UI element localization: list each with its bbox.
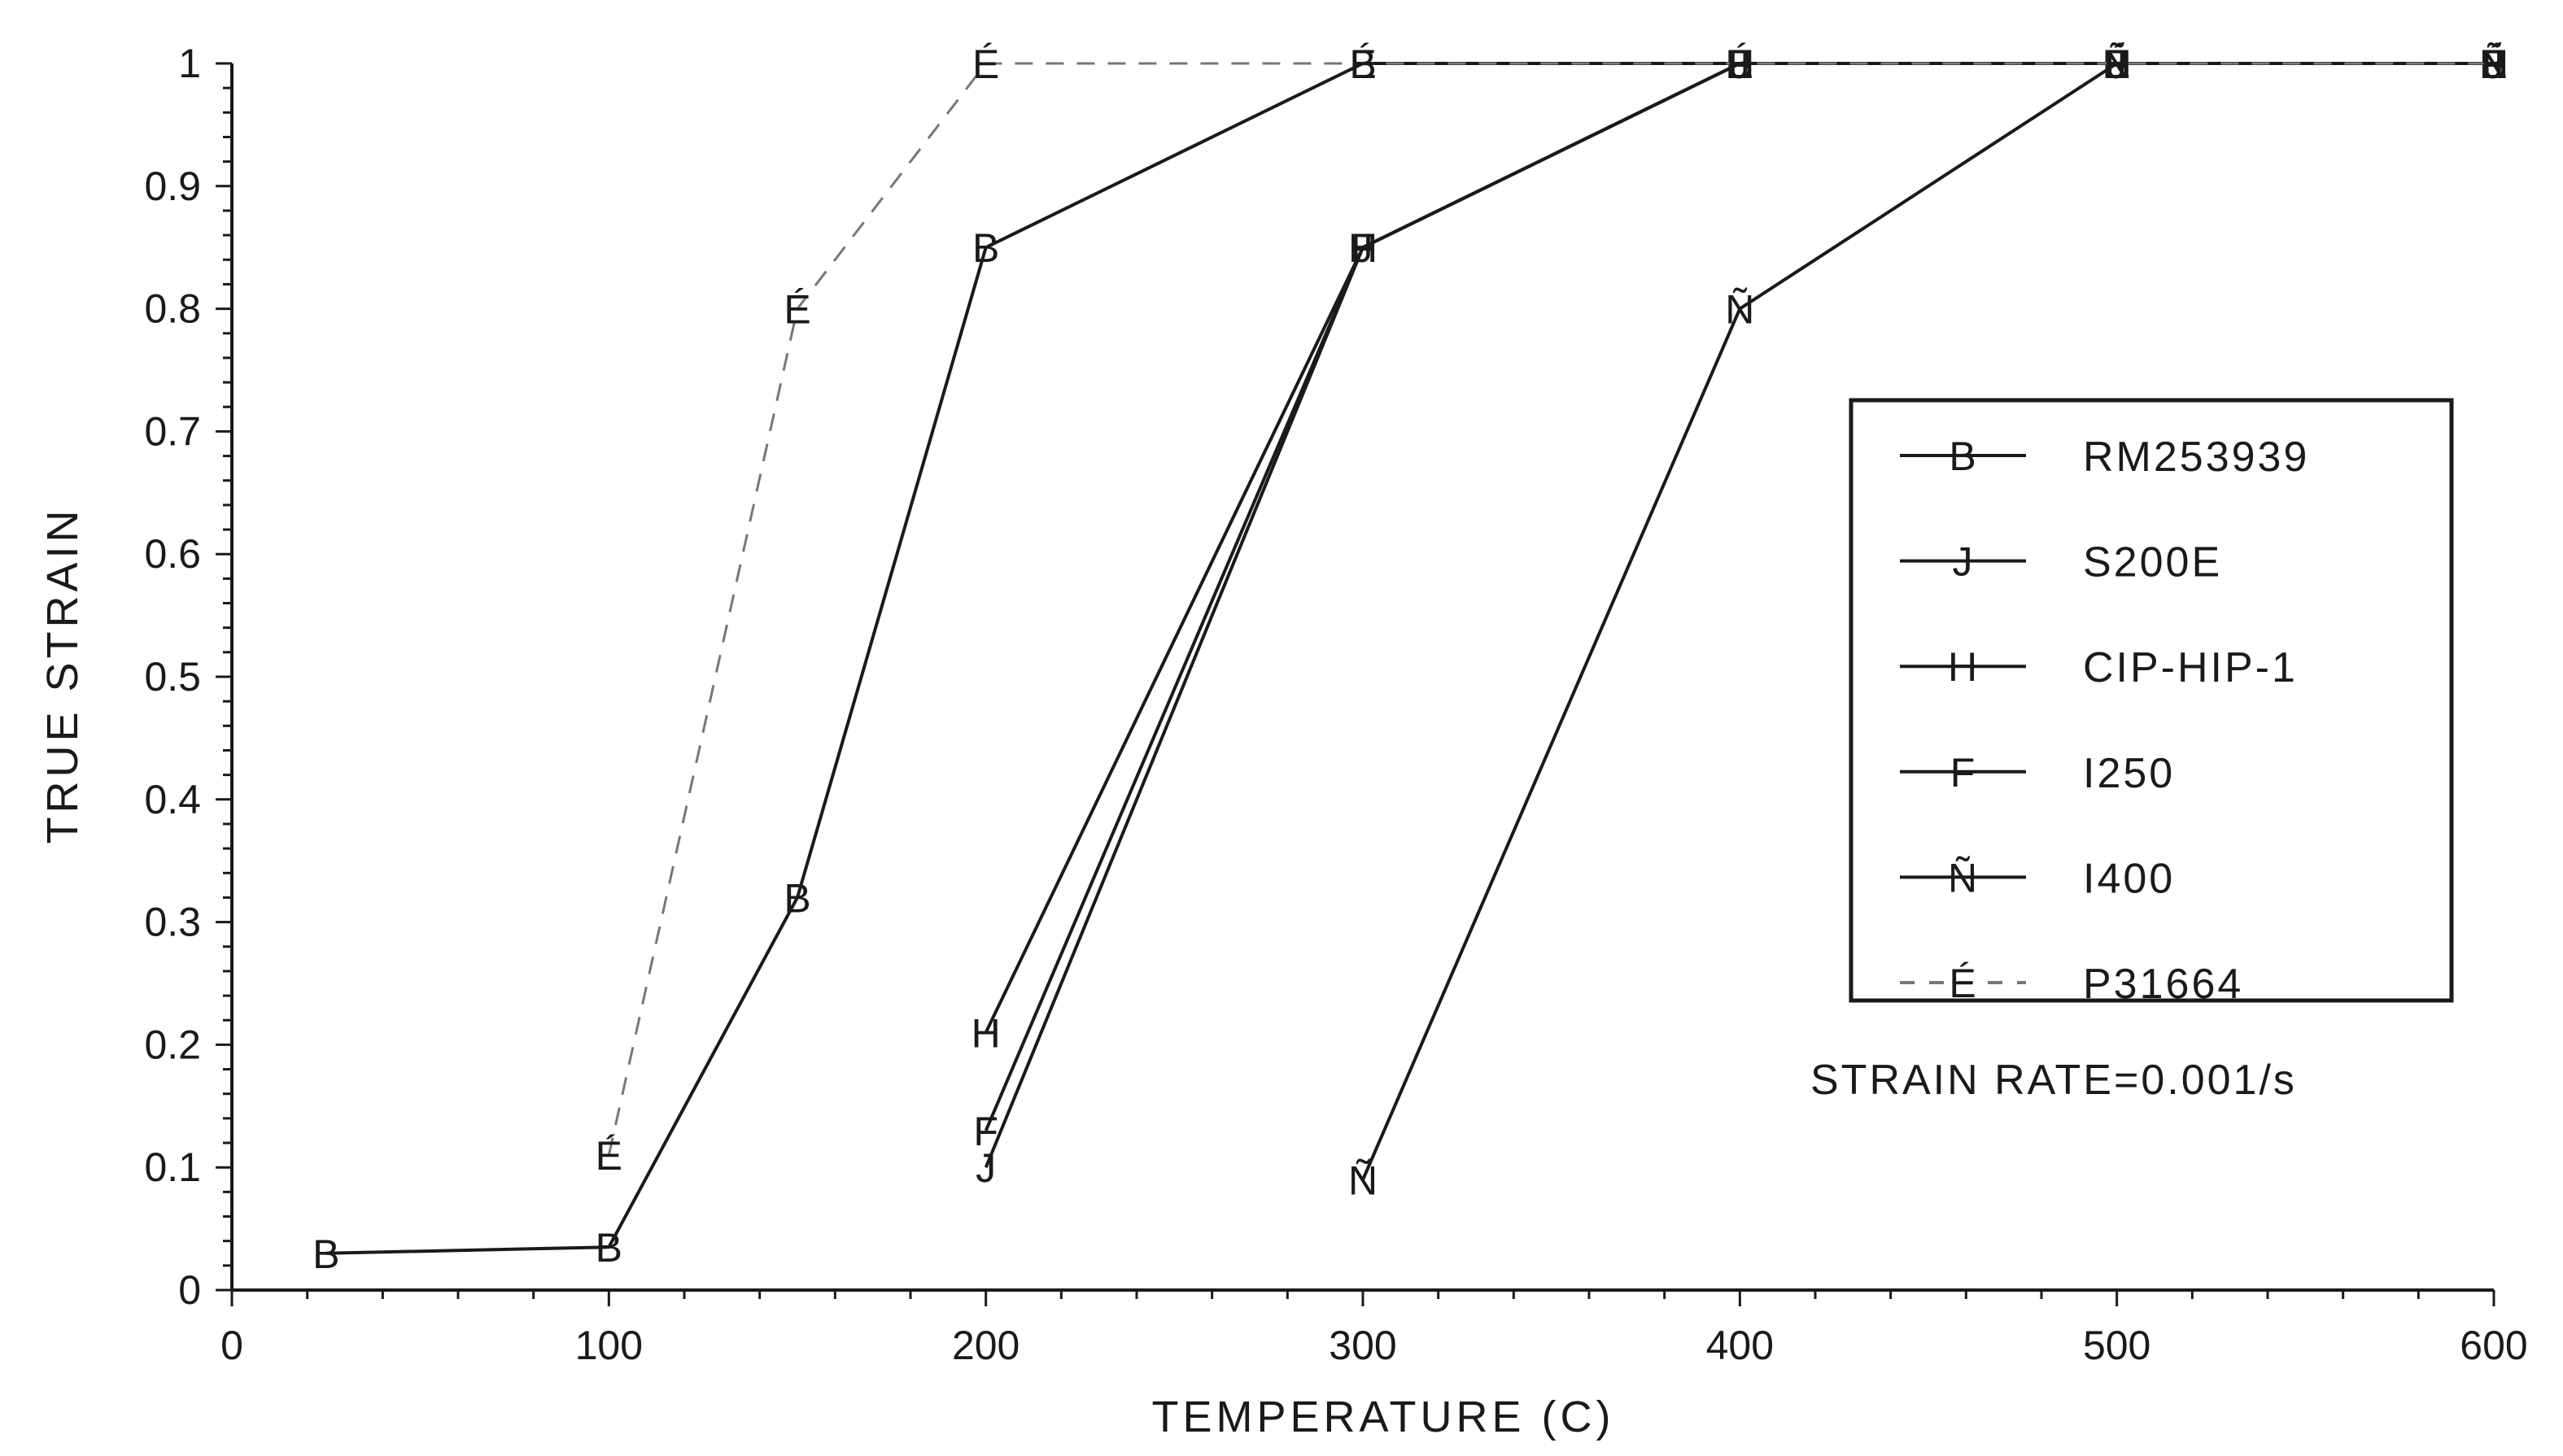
y-tick-label: 0.8	[144, 286, 201, 332]
series-line	[607, 62, 2494, 1156]
y-tick-label: 0.9	[144, 163, 201, 209]
data-point-marker: B	[312, 1231, 339, 1277]
x-tick-label: 100	[575, 1323, 643, 1368]
y-tick-label: 0.6	[144, 531, 201, 577]
y-tick-label: 0.5	[144, 654, 201, 700]
data-point-marker: É	[972, 41, 999, 87]
data-point-marker: É	[784, 287, 810, 333]
x-axis-title: TEMPERATURE (C)	[1152, 1393, 1615, 1441]
data-point-marker: B	[784, 875, 810, 921]
data-point-marker: É	[2103, 41, 2130, 87]
data-point-marker: B	[972, 225, 999, 271]
legend-item: B RM253939	[1900, 434, 2309, 481]
legend-label: I250	[2083, 750, 2175, 797]
series-p31664: É É É É É É É	[596, 41, 2508, 1179]
y-tick-label: 0.4	[144, 777, 201, 822]
data-point-marker: Ñ	[1725, 287, 1754, 333]
legend: B RM253939 J S200E H CIP-HIP-1 F I250 Ñ I400 É P316…	[1849, 398, 2454, 1008]
legend-marker: Ñ	[1948, 855, 1977, 900]
x-tick-label: 400	[1706, 1323, 1774, 1368]
legend-box	[1849, 398, 2454, 1003]
x-tick-label: 300	[1329, 1323, 1396, 1368]
legend-marker: J	[1953, 539, 1973, 585]
legend-label: CIP-HIP-1	[2083, 644, 2298, 691]
data-point-marker: H	[971, 1010, 1001, 1056]
data-point-marker: É	[2480, 41, 2507, 87]
legend-item: É P31664	[1900, 961, 2243, 1008]
y-tick-label: 0.2	[144, 1022, 201, 1067]
x-tick-label: 200	[952, 1323, 1020, 1368]
legend-label: S200E	[2083, 539, 2222, 586]
y-tick-label: 0.7	[144, 408, 201, 454]
legend-label: I400	[2083, 855, 2175, 902]
data-point-marker: J	[976, 1145, 996, 1191]
y-tick-label: 0.1	[144, 1144, 201, 1190]
legend-marker: F	[1950, 750, 1976, 796]
legend-label: RM253939	[2083, 434, 2309, 481]
data-point-marker: F	[973, 1109, 998, 1154]
data-point-marker: É	[596, 1133, 622, 1179]
strain-rate-annotation: STRAIN RATE=0.001/s	[1810, 1057, 2297, 1104]
legend-item: Ñ I400	[1900, 855, 2175, 902]
data-point-marker: É	[1727, 41, 1753, 87]
y-tick-label: 0	[178, 1267, 201, 1313]
data-point-marker: F	[1351, 225, 1376, 271]
x-tick-label: 0	[220, 1323, 243, 1368]
legend-marker: B	[1949, 434, 1976, 479]
axes: 0 100 200 300 400 500 600 0 0.1 0.2 0.3 0.4 0.5 0.6 0.…	[144, 41, 2527, 1368]
y-tick-label: 0.3	[144, 900, 201, 945]
data-point-marker: Ñ	[1348, 1157, 1378, 1203]
series-i400: ÑÑÑ Ñ	[1348, 41, 2508, 1203]
legend-item: H CIP-HIP-1	[1900, 644, 2298, 691]
x-tick-label: 600	[2460, 1323, 2527, 1368]
legend-marker: H	[1948, 644, 1977, 690]
data-point-marker: B	[596, 1225, 622, 1271]
data-point-marker: É	[1349, 41, 1376, 87]
y-tick-label: 1	[178, 41, 201, 86]
y-axis-title: TRUE STRAIN	[38, 506, 87, 844]
series-line	[1361, 62, 2494, 1181]
x-tick-label: 500	[2083, 1323, 2150, 1368]
legend-item: F I250	[1900, 750, 2175, 797]
legend-label: P31664	[2083, 961, 2243, 1008]
legend-item: J S200E	[1900, 539, 2222, 586]
legend-marker: É	[1949, 961, 1976, 1006]
